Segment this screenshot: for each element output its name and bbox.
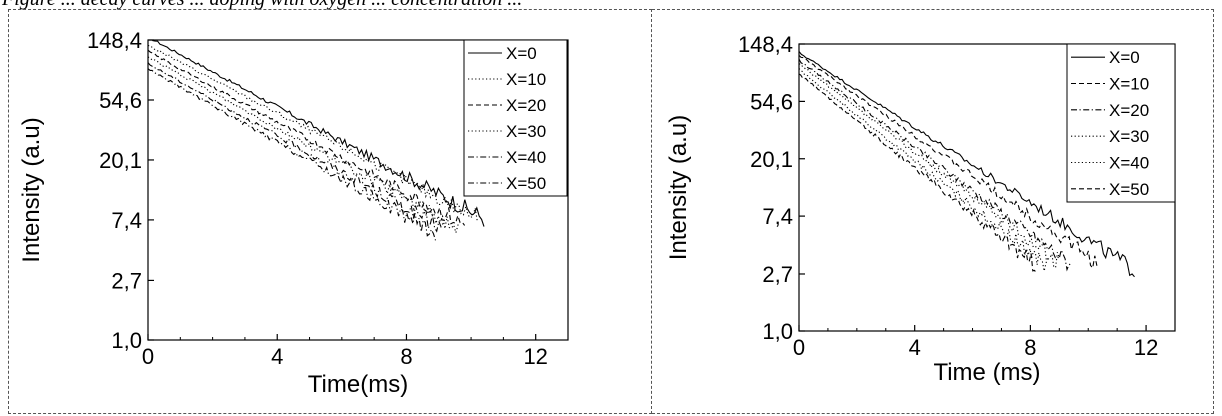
- x-tick-label: 4: [909, 335, 921, 360]
- series-line-x-30: [799, 63, 1060, 269]
- legend-label: X=50: [1109, 180, 1149, 199]
- y-axis-title: Intensity (a.u): [665, 115, 692, 260]
- legend-box: [1066, 43, 1176, 203]
- y-tick-label: 54,6: [750, 89, 793, 114]
- legend-label: X=10: [1109, 75, 1149, 94]
- x-tick-label: 4: [271, 344, 283, 369]
- series-line-x-50: [799, 73, 1037, 273]
- caption-text: Figure ... decay curves ... doping with …: [2, 0, 522, 11]
- legend-label: X=10: [506, 70, 546, 89]
- y-tick-label: 7,4: [111, 208, 142, 233]
- legend-label: X=20: [506, 96, 546, 115]
- series-line-x-40: [148, 62, 446, 233]
- legend-label: X=30: [506, 122, 546, 141]
- legend-label: X=0: [1109, 48, 1140, 67]
- x-tick-label: 0: [793, 335, 805, 360]
- legend-label: X=30: [1109, 127, 1149, 146]
- series-line-x-50: [148, 68, 437, 241]
- y-tick-label: 2,7: [111, 268, 142, 293]
- left-chart-cell: 0 4 8 12 1,0 2,7 7,4 20,1 54,6 148,4 Time(ms) Inten…: [8, 9, 652, 414]
- left-decay-chart: 0 4 8 12 1,0 2,7 7,4 20,1 54,6 148,4 Time(ms) Inten…: [18, 28, 569, 398]
- series-line-x-20: [148, 49, 466, 226]
- x-axis-title: Time(ms): [308, 371, 408, 398]
- series-line-x-0: [151, 40, 485, 227]
- y-tick-label: 148,4: [87, 28, 142, 53]
- x-tick-label: 12: [1134, 335, 1158, 360]
- y-tick-label: 1,0: [111, 328, 142, 353]
- series-line-x-40: [799, 68, 1049, 272]
- x-axis-title: Time (ms): [933, 359, 1040, 386]
- y-tick-label: 20,1: [99, 148, 142, 173]
- plot-frame: [147, 39, 569, 341]
- y-tick-label: 7,4: [762, 204, 793, 229]
- right-decay-chart-cell: 0 4 8 12 1,0 2,7 7,4 20,1 54,6 148,4 Time (ms) Inte…: [652, 9, 1214, 414]
- y-tick-label: 54,6: [99, 88, 142, 113]
- series-line-x-0: [799, 51, 1135, 278]
- x-tick-label: 8: [400, 344, 412, 369]
- legend-label: X=0: [506, 44, 537, 63]
- series-line-x-20: [799, 58, 1072, 272]
- figure-caption: Figure ... decay curves ... doping with …: [0, 0, 1222, 12]
- x-tick-label: 8: [1024, 335, 1036, 360]
- legend-label: X=40: [506, 148, 546, 167]
- y-axis-title: Intensity (a.u): [18, 117, 45, 262]
- series-line-x-10: [799, 55, 1098, 270]
- legend-box: [463, 39, 568, 197]
- x-tick-label: 0: [142, 344, 154, 369]
- y-tick-label: 148,4: [738, 32, 793, 57]
- legend-label: X=20: [1109, 101, 1149, 120]
- legend-label: X=50: [506, 174, 546, 193]
- legend-label: X=40: [1109, 154, 1149, 173]
- x-tick-label: 12: [523, 344, 547, 369]
- right-decay-chart: 0 4 8 12 1,0 2,7 7,4 20,1 54,6 148,4 Time (ms) Inte…: [665, 32, 1176, 386]
- y-tick-label: 2,7: [762, 262, 793, 287]
- y-tick-label: 20,1: [750, 147, 793, 172]
- series-line-x-10: [148, 44, 479, 223]
- y-tick-label: 1,0: [762, 319, 793, 344]
